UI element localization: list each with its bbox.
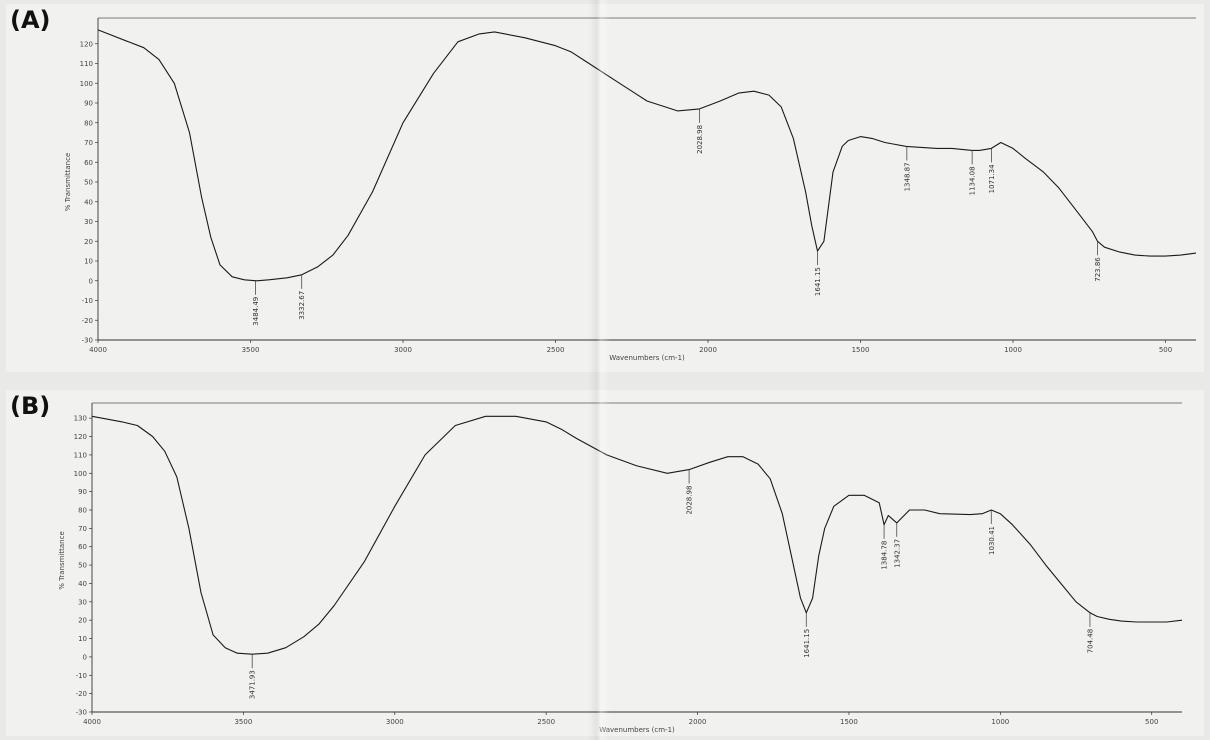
chart0-y-tick-label: 20 bbox=[84, 238, 93, 246]
chart1-x-tick-label: 3000 bbox=[386, 718, 404, 726]
chart1-y-tick-label: 70 bbox=[78, 525, 87, 533]
chart0-x-tick-label: 2500 bbox=[547, 346, 565, 354]
chart1-y-tick-label: 0 bbox=[83, 653, 87, 661]
chart0-y-tick-label: 120 bbox=[80, 40, 93, 48]
chart0-x-tick-label: 4000 bbox=[89, 346, 107, 354]
chart1-peak-label: 2028.98 bbox=[686, 486, 694, 515]
chart1-x-tick-label: 2500 bbox=[537, 718, 555, 726]
chart0-y-tick-label: 110 bbox=[80, 60, 93, 68]
chart1-y-tick-label: 50 bbox=[78, 562, 87, 570]
chart0-y-tick-label: 90 bbox=[84, 100, 93, 108]
chart0-y-tick-label: 0 bbox=[89, 277, 93, 285]
chart1-y-tick-label: 10 bbox=[78, 635, 87, 643]
chart0-y-tick-label: 100 bbox=[80, 80, 93, 88]
chart0-y-tick-label: 60 bbox=[84, 159, 93, 167]
chart1-x-tick-label: 4000 bbox=[83, 718, 101, 726]
chart0-peak-label: 1071.34 bbox=[988, 164, 996, 193]
chart1-y-tick-label: 100 bbox=[74, 470, 87, 478]
chart0-peak-label: 1134.08 bbox=[969, 166, 977, 195]
chart0-peak-label: 3484.49 bbox=[252, 297, 260, 326]
chart1-peak-label: 3471.93 bbox=[249, 670, 257, 699]
chart0-x-tick-label: 1000 bbox=[1004, 346, 1022, 354]
spectrum-b-chart: -30 -20 -10 0 10 20 30 40 50 60 70 80 90 100 110 120 130… bbox=[58, 402, 1183, 734]
panel-a-label: (A) bbox=[10, 6, 51, 34]
chart0-y-axis-title: % Transmittance bbox=[64, 153, 72, 212]
chart1-y-tick-label: 60 bbox=[78, 543, 87, 551]
chart0-x-tick-label: 2000 bbox=[699, 346, 717, 354]
chart0-y-tick-label: -30 bbox=[82, 337, 93, 345]
chart1-peak-label: 1030.41 bbox=[988, 526, 996, 555]
chart1-peak-label: 704.48 bbox=[1086, 629, 1094, 654]
chart1-x-tick-label: 500 bbox=[1145, 718, 1158, 726]
chart1-x-tick-label: 2000 bbox=[689, 718, 707, 726]
chart0-y-tick-label: -20 bbox=[82, 317, 93, 325]
chart1-x-tick-label: 3500 bbox=[234, 718, 252, 726]
chart0-x-tick-label: 3500 bbox=[242, 346, 260, 354]
chart1-y-tick-label: -30 bbox=[76, 709, 87, 717]
chart1-y-tick-label: -20 bbox=[76, 690, 87, 698]
chart0-peak-label: 1641.15 bbox=[814, 267, 822, 296]
spectrum-panel-a: (A) -30 -20 -10 0 10 20 30 40 50 60 70 80 90 100 110 12… bbox=[6, 4, 1204, 372]
chart0-x-tick-label: 500 bbox=[1159, 346, 1172, 354]
chart0-peak-label: 1348.87 bbox=[903, 162, 911, 191]
chart0-series-0-line bbox=[97, 29, 1197, 282]
chart1-y-tick-label: 80 bbox=[78, 507, 87, 515]
chart0-y-tick-label: 80 bbox=[84, 119, 93, 127]
chart1-series-0-line bbox=[91, 415, 1183, 655]
chart1-x-axis-title: Wavenumbers (cm-1) bbox=[599, 726, 675, 734]
chart0-y-tick-label: 50 bbox=[84, 179, 93, 187]
chart1-y-axis-title: % Transmittance bbox=[58, 531, 66, 590]
chart1-peak-label: 1342.37 bbox=[893, 539, 901, 568]
chart0-x-axis-title: Wavenumbers (cm-1) bbox=[609, 354, 685, 362]
chart1-y-tick-label: 40 bbox=[78, 580, 87, 588]
chart0-y-tick-label: 10 bbox=[84, 258, 93, 266]
chart0-peak-label: 2028.98 bbox=[696, 125, 704, 154]
chart1-peak-label: 1384.78 bbox=[881, 541, 889, 570]
chart1-y-tick-label: 120 bbox=[74, 433, 87, 441]
chart1-peak-label: 1641.15 bbox=[803, 629, 811, 658]
chart1-x-tick-label: 1000 bbox=[991, 718, 1009, 726]
chart0-y-tick-label: -10 bbox=[82, 297, 93, 305]
chart1-y-tick-label: 110 bbox=[74, 451, 87, 459]
chart0-y-tick-label: 40 bbox=[84, 198, 93, 206]
chart0-x-tick-label: 1500 bbox=[852, 346, 870, 354]
chart1-y-tick-label: 30 bbox=[78, 598, 87, 606]
chart1-y-tick-label: 20 bbox=[78, 617, 87, 625]
chart0-y-tick-label: 70 bbox=[84, 139, 93, 147]
chart0-y-tick-label: 30 bbox=[84, 218, 93, 226]
chart0-peak-label: 3332.67 bbox=[298, 291, 306, 320]
chart1-x-tick-label: 1500 bbox=[840, 718, 858, 726]
spectrum-a-chart: -30 -20 -10 0 10 20 30 40 50 60 70 80 90 100 110 120 400… bbox=[64, 17, 1197, 362]
spectrum-panel-b: (B) -30 -20 -10 0 10 20 30 40 50 60 70 80 90 100 110 12… bbox=[6, 390, 1204, 736]
chart1-y-tick-label: -10 bbox=[76, 672, 87, 680]
chart0-peak-label: 723.86 bbox=[1094, 257, 1102, 282]
chart1-y-tick-label: 130 bbox=[74, 415, 87, 423]
chart1-y-tick-label: 90 bbox=[78, 488, 87, 496]
panel-b-label: (B) bbox=[10, 392, 51, 420]
chart0-x-tick-label: 3000 bbox=[394, 346, 412, 354]
